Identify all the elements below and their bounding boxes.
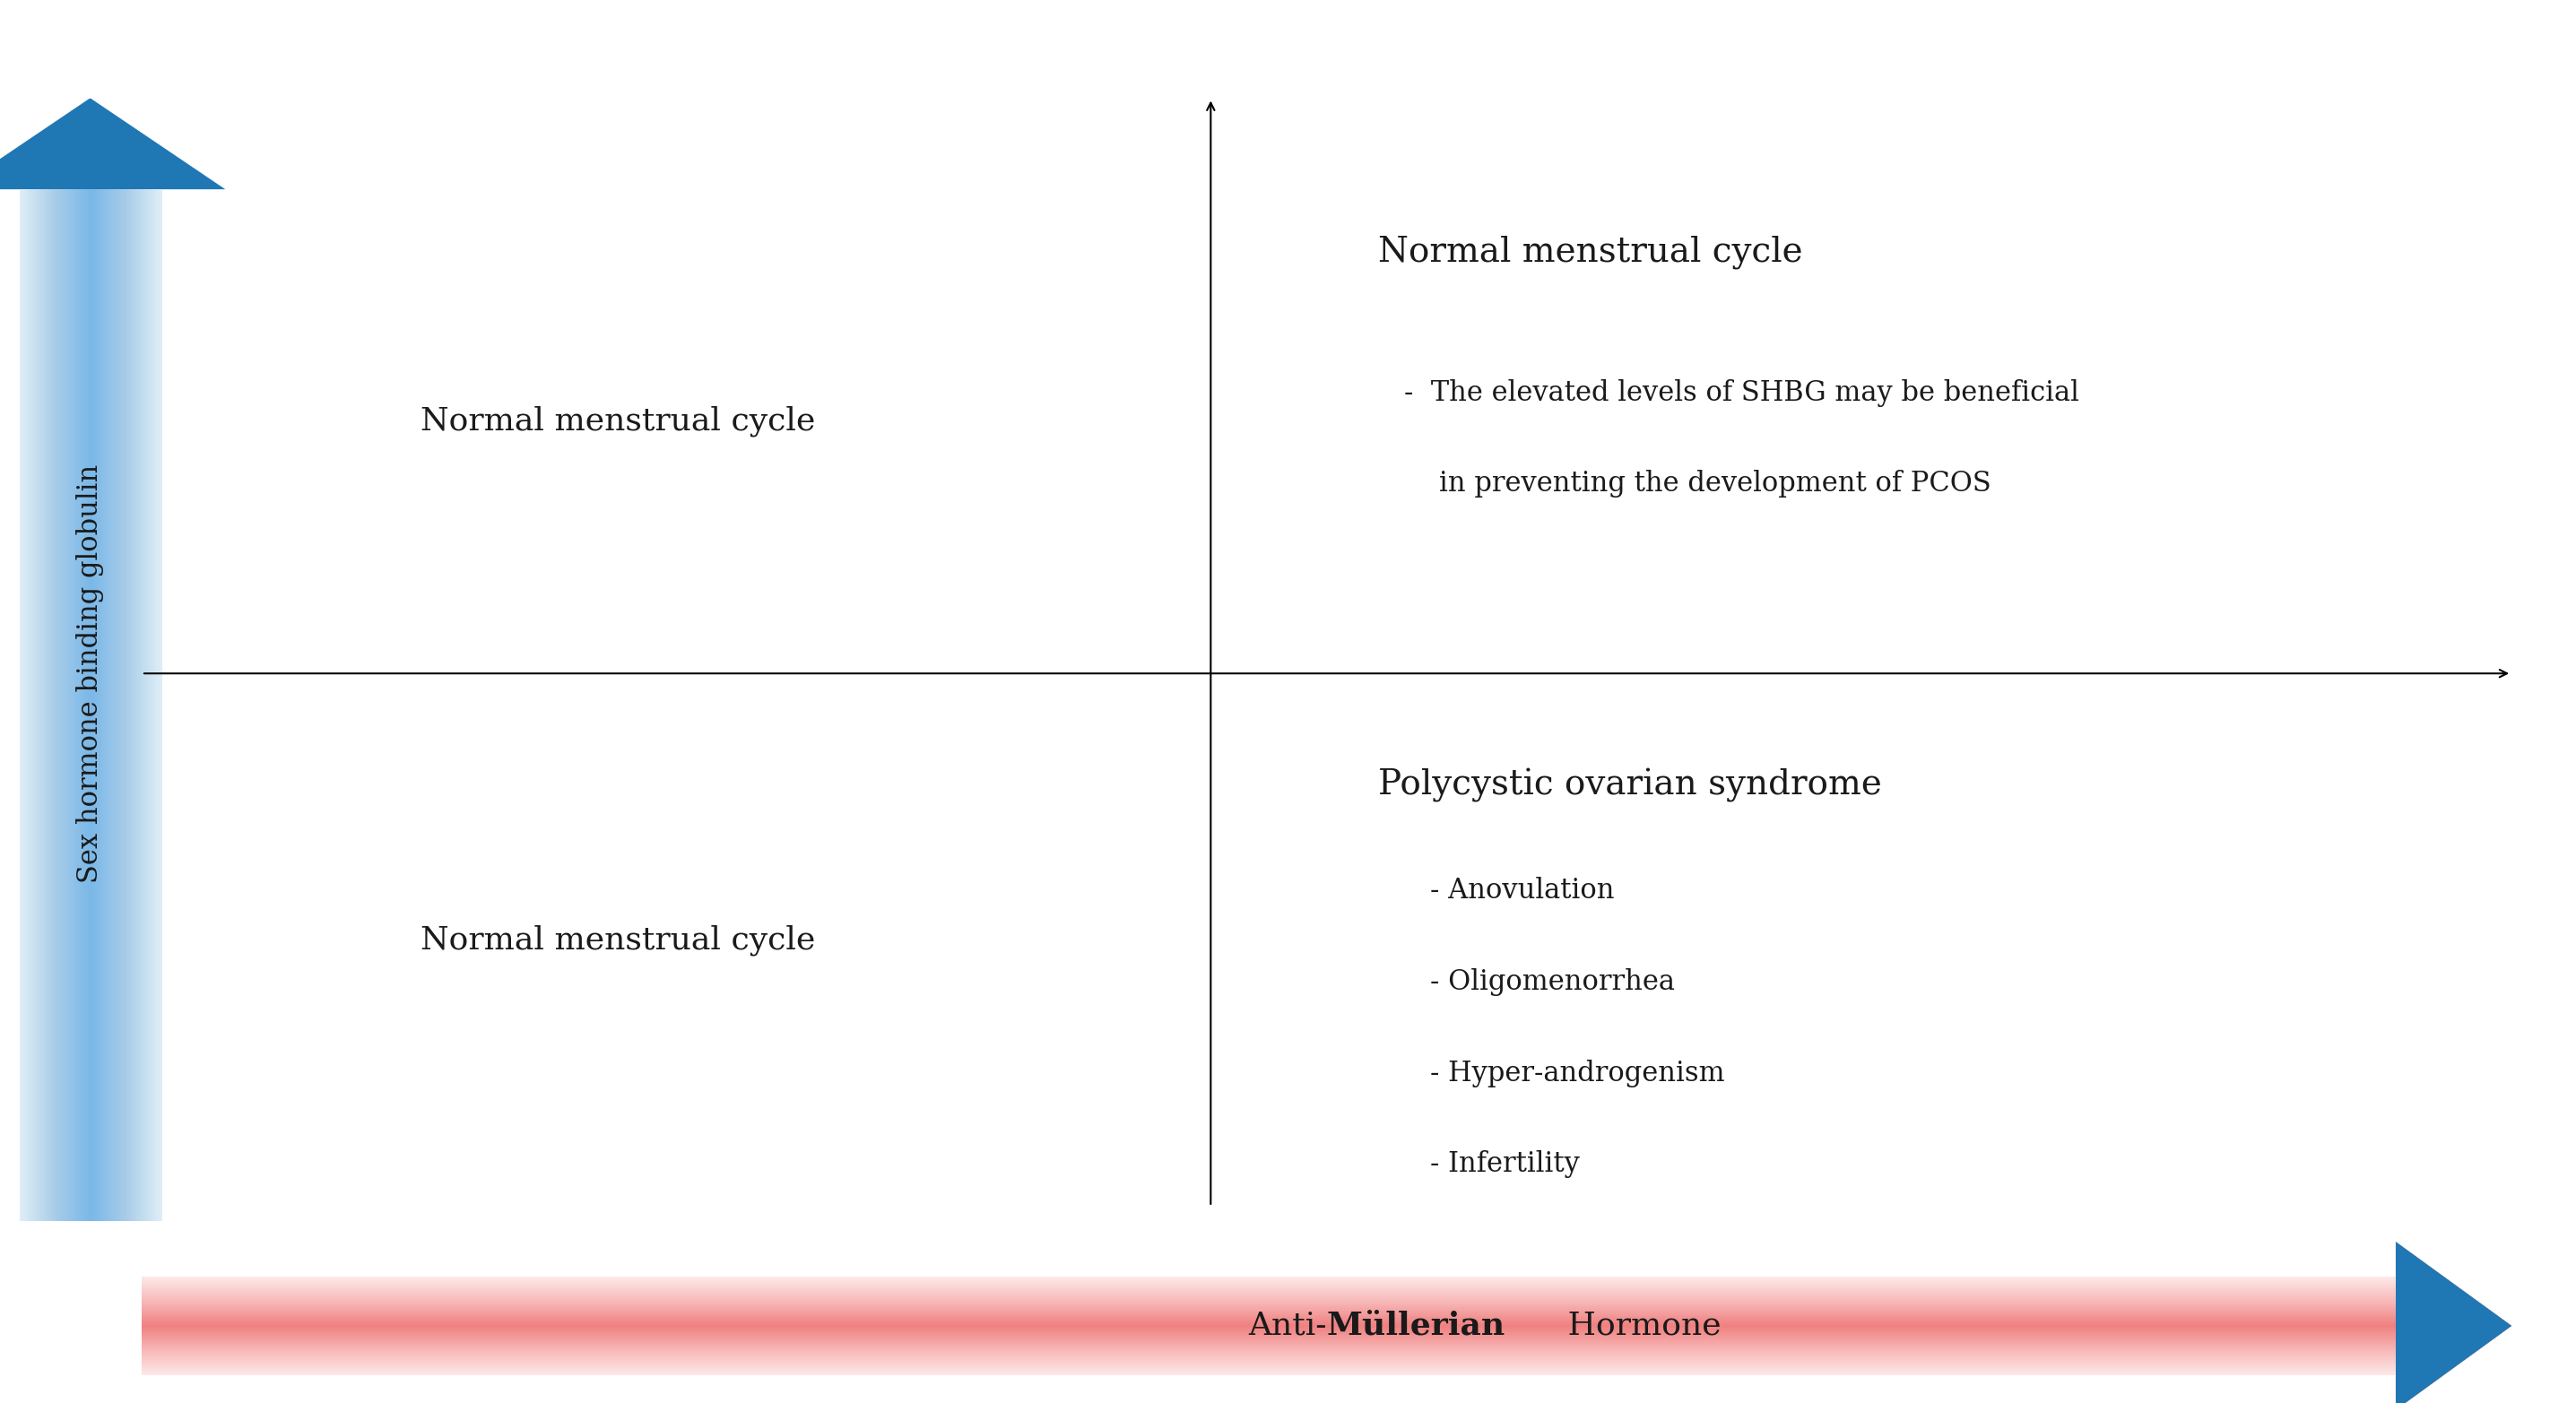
Text: Sex hormone binding globulin: Sex hormone binding globulin [77, 464, 103, 882]
Text: in preventing the development of PCOS: in preventing the development of PCOS [1404, 470, 1991, 498]
Text: Polycystic ovarian syndrome: Polycystic ovarian syndrome [1378, 769, 1883, 803]
Text: - Anovulation: - Anovulation [1430, 877, 1615, 905]
Text: Hormone: Hormone [1556, 1310, 1721, 1341]
Polygon shape [0, 98, 227, 189]
Text: Normal menstrual cycle: Normal menstrual cycle [420, 925, 817, 955]
Text: Müllerian: Müllerian [1327, 1310, 1504, 1341]
Text: Normal menstrual cycle: Normal menstrual cycle [420, 405, 817, 436]
Text: Anti-: Anti- [1249, 1310, 1327, 1341]
Text: - Hyper-androgenism: - Hyper-androgenism [1430, 1059, 1723, 1087]
Text: -  The elevated levels of SHBG may be beneficial: - The elevated levels of SHBG may be ben… [1404, 379, 2079, 407]
Text: Normal menstrual cycle: Normal menstrual cycle [1378, 236, 1803, 269]
Polygon shape [2396, 1242, 2512, 1403]
Text: - Oligomenorrhea: - Oligomenorrhea [1430, 968, 1674, 996]
Text: - Infertility: - Infertility [1430, 1150, 1579, 1179]
